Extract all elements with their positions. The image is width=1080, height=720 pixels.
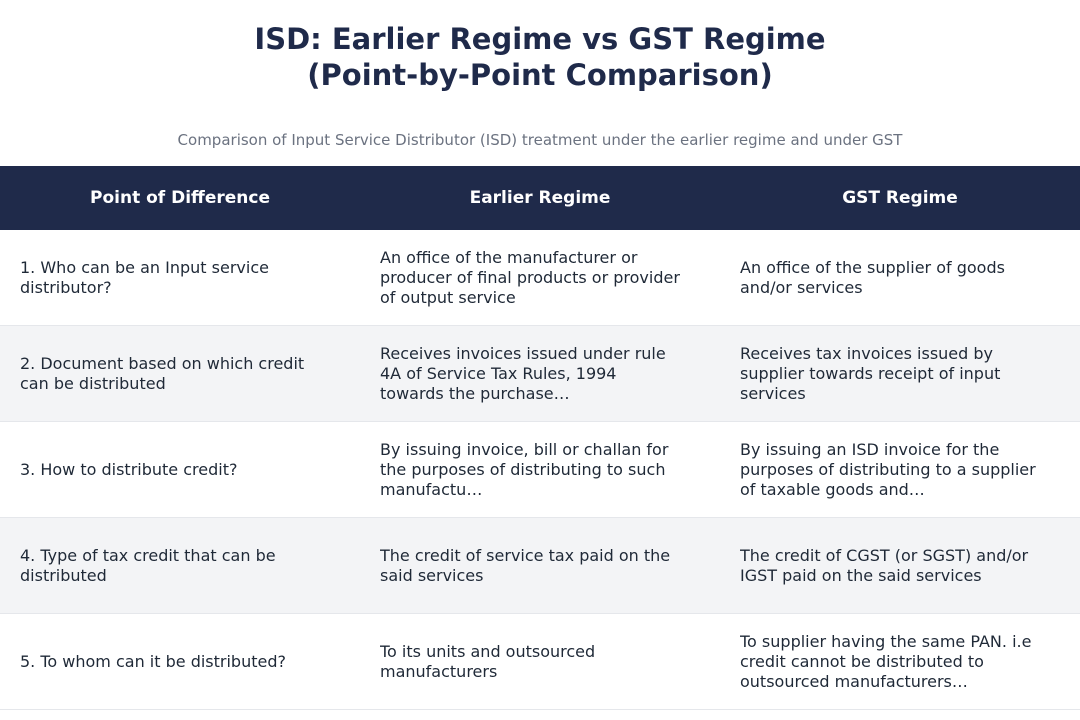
table-cell-gst: By issuing an ISD invoice for the purpos… bbox=[720, 422, 1080, 517]
cell-text: To supplier having the same PAN. i.e cre… bbox=[740, 631, 1032, 691]
column-header-gst-regime: GST Regime bbox=[842, 188, 958, 208]
table-cell-gst: Receives tax invoices issued by supplier… bbox=[720, 326, 1080, 421]
cell-text: The credit of CGST (or SGST) and/or IGST… bbox=[740, 545, 1029, 585]
cell-text: The credit of service tax paid on the sa… bbox=[380, 545, 671, 585]
table-cell-point: 2. Document based on which credit can be… bbox=[0, 326, 360, 421]
table-cell-earlier: Receives invoices issued under rule 4A o… bbox=[360, 326, 720, 421]
cell-text: Receives invoices issued under rule 4A o… bbox=[380, 343, 666, 403]
cell-text: To its units and outsourced manufacturer… bbox=[380, 641, 596, 681]
page-subtitle: Comparison of Input Service Distributor … bbox=[177, 131, 903, 149]
page-title: ISD: Earlier Regime vs GST Regime (Point… bbox=[0, 0, 1080, 93]
column-header-earlier-regime: Earlier Regime bbox=[469, 188, 611, 208]
table-cell-point: 5. To whom can it be distributed? bbox=[0, 614, 360, 709]
comparison-table: Point of Difference Earlier Regime GST R… bbox=[0, 166, 1080, 710]
cell-text: An office of the manufacturer or produce… bbox=[380, 247, 680, 307]
table-row: 4. Type of tax credit that can be distri… bbox=[0, 518, 1080, 614]
column-header-point: Point of Difference bbox=[90, 188, 270, 208]
table-cell-gst: The credit of CGST (or SGST) and/or IGST… bbox=[720, 518, 1080, 613]
table-header-row: Point of Difference Earlier Regime GST R… bbox=[0, 166, 1080, 230]
cell-text: By issuing invoice, bill or challan for … bbox=[380, 439, 669, 499]
table-cell-gst: To supplier having the same PAN. i.e cre… bbox=[720, 614, 1080, 709]
cell-text: 2. Document based on which credit can be… bbox=[20, 353, 305, 393]
table-cell-earlier: To its units and outsourced manufacturer… bbox=[360, 614, 720, 709]
cell-text: An office of the supplier of goods and/o… bbox=[740, 257, 1005, 297]
cell-text: Receives tax invoices issued by supplier… bbox=[740, 343, 1001, 403]
table-row: 1. Who can be an Input service distribut… bbox=[0, 230, 1080, 326]
table-cell-earlier: The credit of service tax paid on the sa… bbox=[360, 518, 720, 613]
table-cell-point: 3. How to distribute credit? bbox=[0, 422, 360, 517]
table-row: 3. How to distribute credit? By issuing … bbox=[0, 422, 1080, 518]
page-title-line-2: (Point-by-Point Comparison) bbox=[307, 58, 773, 92]
table-row: 5. To whom can it be distributed? To its… bbox=[0, 614, 1080, 710]
table-cell-point: 1. Who can be an Input service distribut… bbox=[0, 230, 360, 325]
page-title-line-1: ISD: Earlier Regime vs GST Regime bbox=[254, 22, 826, 56]
table-cell-gst: An office of the supplier of goods and/o… bbox=[720, 230, 1080, 325]
cell-text: 1. Who can be an Input service distribut… bbox=[20, 257, 269, 297]
table-cell-earlier: An office of the manufacturer or produce… bbox=[360, 230, 720, 325]
table-row: 2. Document based on which credit can be… bbox=[0, 326, 1080, 422]
cell-text: 5. To whom can it be distributed? bbox=[20, 651, 286, 671]
table-cell-point: 4. Type of tax credit that can be distri… bbox=[0, 518, 360, 613]
cell-text: 4. Type of tax credit that can be distri… bbox=[20, 545, 276, 585]
cell-text: 3. How to distribute credit? bbox=[20, 459, 238, 479]
table-cell-earlier: By issuing invoice, bill or challan for … bbox=[360, 422, 720, 517]
cell-text: By issuing an ISD invoice for the purpos… bbox=[740, 439, 1036, 499]
